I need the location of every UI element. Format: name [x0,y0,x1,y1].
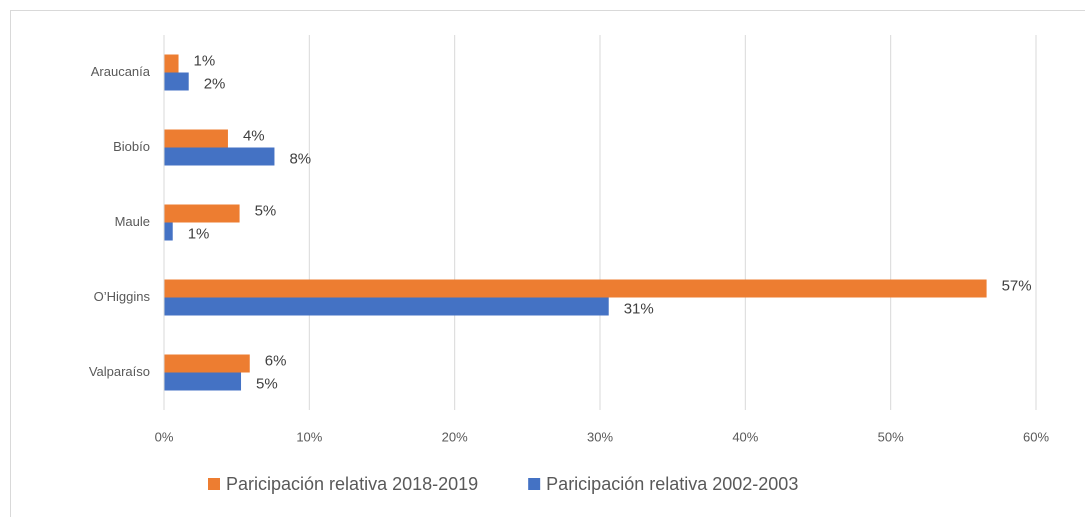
x-tick-label: 0% [155,429,174,444]
bar [164,372,242,391]
y-tick-label: O’Higgins [94,289,151,304]
bar [164,54,179,73]
bar [164,204,240,223]
legend-swatch [528,478,541,490]
legend-label: Paricipación relativa 2018-2019 [226,474,478,494]
bar [164,297,609,316]
value-label: 5% [255,202,277,219]
x-tick-label: 40% [732,429,758,444]
y-tick-label: Araucanía [91,64,151,79]
bar [164,147,275,166]
x-tick-label: 50% [878,429,904,444]
x-tick-label: 10% [296,429,322,444]
bar [164,222,173,241]
bar [164,354,250,373]
value-label: 2% [204,75,226,92]
bar [164,279,987,298]
value-label: 1% [188,225,210,242]
chart-frame [10,10,1085,517]
x-tick-label: 20% [442,429,468,444]
legend-swatch [208,478,220,490]
bar [164,72,189,91]
x-tick-label: 30% [587,429,613,444]
value-label: 31% [624,300,654,317]
bar [164,129,228,148]
value-label: 1% [194,52,216,69]
value-label: 6% [265,352,287,369]
legend-label: Paricipación relativa 2002-2003 [546,474,798,494]
x-tick-label: 60% [1023,429,1049,444]
y-tick-label: Maule [115,214,150,229]
value-label: 5% [256,375,278,392]
y-tick-label: Biobío [113,139,150,154]
value-label: 4% [243,127,265,144]
value-label: 57% [1002,277,1032,294]
value-label: 8% [289,150,311,167]
y-tick-label: Valparaíso [89,364,150,379]
